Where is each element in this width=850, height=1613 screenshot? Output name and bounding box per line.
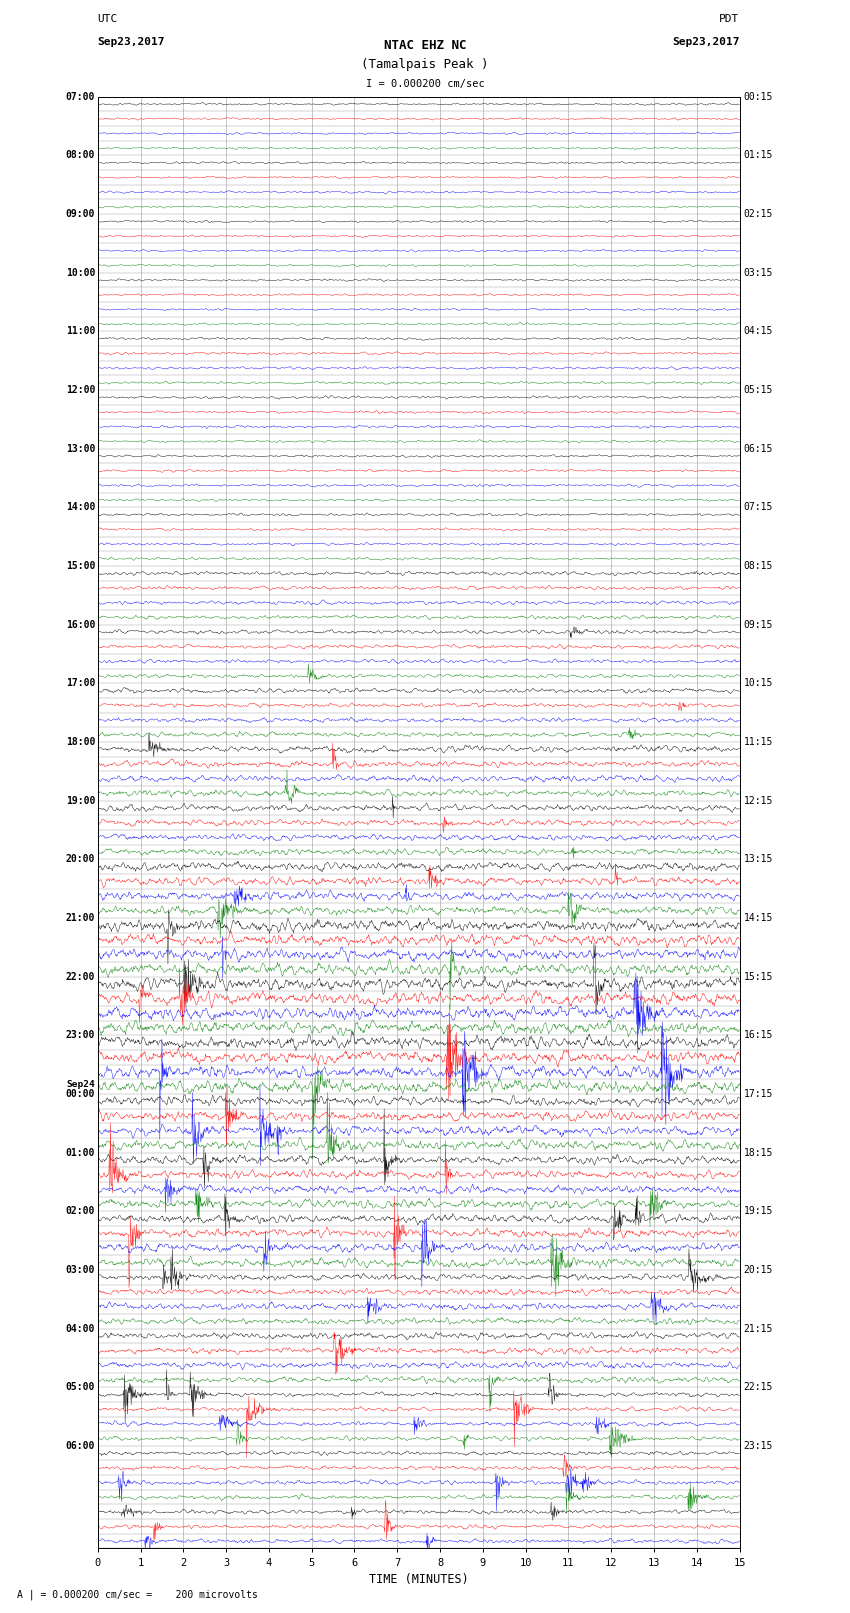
Text: 23:15: 23:15: [744, 1440, 774, 1450]
Text: 16:15: 16:15: [744, 1031, 774, 1040]
Text: 12:15: 12:15: [744, 795, 774, 805]
Text: I = 0.000200 cm/sec: I = 0.000200 cm/sec: [366, 79, 484, 89]
Text: PDT: PDT: [719, 15, 740, 24]
Text: 13:00: 13:00: [65, 444, 95, 453]
Text: 11:00: 11:00: [65, 326, 95, 337]
Text: 21:15: 21:15: [744, 1324, 774, 1334]
Text: 05:15: 05:15: [744, 386, 774, 395]
Text: 09:15: 09:15: [744, 619, 774, 629]
Text: 22:00: 22:00: [65, 971, 95, 982]
Text: 01:15: 01:15: [744, 150, 774, 160]
Text: NTAC EHZ NC: NTAC EHZ NC: [383, 39, 467, 52]
Text: 12:00: 12:00: [65, 386, 95, 395]
Text: 06:15: 06:15: [744, 444, 774, 453]
Text: 19:15: 19:15: [744, 1207, 774, 1216]
Text: 20:00: 20:00: [65, 855, 95, 865]
Text: 18:00: 18:00: [65, 737, 95, 747]
Text: 19:00: 19:00: [65, 795, 95, 805]
Text: 00:00: 00:00: [65, 1089, 95, 1098]
Text: 05:00: 05:00: [65, 1382, 95, 1392]
Text: 02:15: 02:15: [744, 210, 774, 219]
Text: 06:00: 06:00: [65, 1440, 95, 1450]
Text: 23:00: 23:00: [65, 1031, 95, 1040]
Text: 11:15: 11:15: [744, 737, 774, 747]
Text: 08:00: 08:00: [65, 150, 95, 160]
Text: 04:00: 04:00: [65, 1324, 95, 1334]
Text: A | = 0.000200 cm/sec =    200 microvolts: A | = 0.000200 cm/sec = 200 microvolts: [17, 1589, 258, 1600]
Text: 10:00: 10:00: [65, 268, 95, 277]
Text: 08:15: 08:15: [744, 561, 774, 571]
Text: 07:00: 07:00: [65, 92, 95, 102]
Text: 13:15: 13:15: [744, 855, 774, 865]
Text: 18:15: 18:15: [744, 1147, 774, 1158]
X-axis label: TIME (MINUTES): TIME (MINUTES): [369, 1573, 468, 1586]
Text: 14:15: 14:15: [744, 913, 774, 923]
Text: (Tamalpais Peak ): (Tamalpais Peak ): [361, 58, 489, 71]
Text: 02:00: 02:00: [65, 1207, 95, 1216]
Text: 09:00: 09:00: [65, 210, 95, 219]
Text: Sep23,2017: Sep23,2017: [98, 37, 165, 47]
Text: 15:00: 15:00: [65, 561, 95, 571]
Text: 10:15: 10:15: [744, 679, 774, 689]
Text: 22:15: 22:15: [744, 1382, 774, 1392]
Text: 17:00: 17:00: [65, 679, 95, 689]
Text: 01:00: 01:00: [65, 1147, 95, 1158]
Text: 03:00: 03:00: [65, 1265, 95, 1274]
Text: 07:15: 07:15: [744, 502, 774, 513]
Text: 00:15: 00:15: [744, 92, 774, 102]
Text: 04:15: 04:15: [744, 326, 774, 337]
Text: 21:00: 21:00: [65, 913, 95, 923]
Text: 15:15: 15:15: [744, 971, 774, 982]
Text: Sep24: Sep24: [66, 1081, 95, 1089]
Text: 16:00: 16:00: [65, 619, 95, 629]
Text: 17:15: 17:15: [744, 1089, 774, 1098]
Text: Sep23,2017: Sep23,2017: [672, 37, 740, 47]
Text: 14:00: 14:00: [65, 502, 95, 513]
Text: UTC: UTC: [98, 15, 118, 24]
Text: 20:15: 20:15: [744, 1265, 774, 1274]
Text: 03:15: 03:15: [744, 268, 774, 277]
